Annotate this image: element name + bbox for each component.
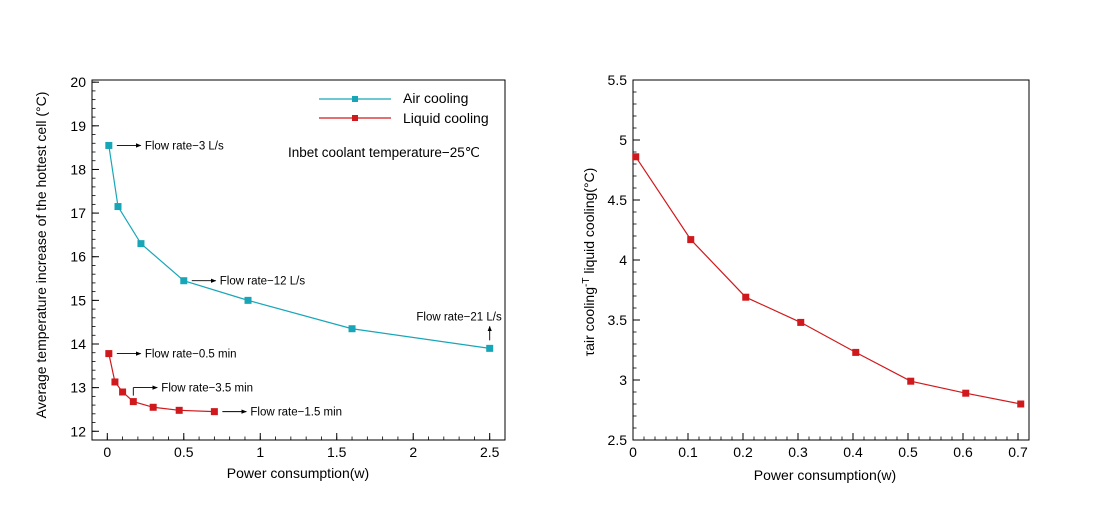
left-liquid-cooling-point [129,398,137,406]
right-y-tick-label: 3.5 [608,312,628,328]
annotation-label: Flow rate−3.5 min [161,383,253,395]
annotation-label: Flow rate−1.5 min [250,407,342,419]
right-x-tick-label: 0.4 [843,444,863,460]
right-y-axis-label-sup: -T [581,278,592,287]
left-x-tick-label: 0.5 [174,444,194,460]
left-liquid-cooling-point [105,350,113,358]
left-y-tick-label: 18 [70,161,86,177]
left-x-tick-label: 1 [256,444,264,460]
left-y-tick-label: 15 [70,292,86,308]
condition-text: Inbet coolant temperature−25℃ [288,145,480,160]
left-liquid-cooling-point [149,403,157,411]
annotation-label: Flow rate−0.5 min [145,349,237,361]
right-y-axis-label-rest: liquid cooling(°C) [581,168,597,278]
legend: Air cooling Liquid cooling [319,90,489,126]
right-series-0-line [635,156,1021,405]
right-y-tick-label: 4 [619,252,627,268]
right-series-0-point [962,389,970,397]
right-x-tick-label: 0.1 [678,444,698,460]
right-chart: 0 0.1 0.2 0.3 0.4 0.5 0.6 0.7 2.5 3 3.5 4 4.5 5 5.5 Po… [581,72,1030,483]
right-series-0-point [797,318,805,326]
left-liquid-cooling-point [175,406,183,414]
left-y-axis-label: Average temperature increase of the hott… [33,92,49,419]
right-series-0-point [852,348,860,356]
right-series-0-point [632,153,640,161]
left-y-tick-label: 13 [70,380,86,396]
left-x-tick-label: 2 [409,444,417,460]
left-y-tick-label: 12 [70,423,86,439]
left-y-tick-label: 16 [70,249,86,265]
right-series-0-point [907,377,915,385]
left-air-cooling-point [114,203,122,211]
left-liquid-cooling-point [111,378,119,386]
legend-liquid-label: Liquid cooling [403,110,489,126]
right-series-0-point [742,293,750,301]
right-y-tick-label: 5 [619,132,627,148]
legend-air-label: Air cooling [403,90,468,106]
left-y-tick-label: 14 [70,336,86,352]
left-y-tick-label: 19 [70,118,86,134]
left-air-cooling-point [348,325,356,333]
left-air-cooling-point [244,296,252,304]
left-x-tick-label: 0 [103,444,111,460]
right-y-tick-label: 4.5 [608,192,628,208]
left-y-tick-label: 17 [70,205,86,221]
right-y-tick-label: 5.5 [608,72,628,88]
right-x-tick-label: 0 [629,444,637,460]
annotation-label: Flow rate−3 L/s [145,140,224,152]
right-series-0-point [1017,400,1025,408]
right-x-tick-label: 0.3 [788,444,808,460]
left-air-cooling-point [180,277,188,285]
right-x-tick-label: 0.5 [898,444,918,460]
right-y-axis-label: τair cooling-T liquid cooling(°C) [581,168,598,357]
left-plot-frame [91,79,506,441]
right-x-tick-label: 0.2 [733,444,753,460]
left-air-cooling-point [105,141,113,149]
right-x-tick-label: 0.6 [953,444,973,460]
right-y-tick-label: 2.5 [608,432,628,448]
legend-liquid-marker [352,115,358,121]
annotation-label: Flow rate−12 L/s [220,276,306,288]
left-x-tick-label: 2.5 [480,444,500,460]
right-series-0-point [687,236,695,244]
left-chart: 0 0.5 1 1.5 2 2.5 12 13 14 15 16 17 18 19 20 Flow rate… [33,74,506,481]
right-x-axis-label: Power consumption(w) [754,467,896,483]
legend-air-marker [352,96,358,102]
left-air-cooling-point [486,344,494,352]
annotation-label: Flow rate−21 L/s [416,311,502,323]
left-x-axis-label: Power consumption(w) [227,465,369,481]
left-x-tick-label: 1.5 [327,444,347,460]
left-air-cooling-point [137,240,145,248]
right-y-axis-label-main: τair cooling [581,287,597,356]
left-liquid-cooling-point [119,388,127,396]
right-plot-frame [632,79,1030,441]
left-liquid-cooling-point [210,408,218,416]
right-y-tick-label: 3 [619,372,627,388]
right-x-tick-label: 0.7 [1008,444,1028,460]
left-y-tick-label: 20 [70,74,86,90]
